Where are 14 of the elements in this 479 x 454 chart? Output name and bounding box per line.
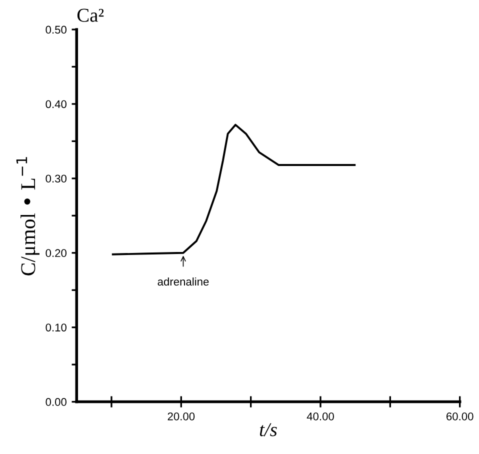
- annotation: adrenaline: [158, 277, 209, 286]
- x-tick-label: 40.00: [306, 412, 334, 420]
- x-axis-title: t/s: [260, 423, 277, 436]
- y-tick-label: 0.30: [46, 174, 66, 183]
- y-tick-label: 0.10: [46, 324, 66, 332]
- y-axis-title: C/μmol • L$^{−1}$: [16, 157, 40, 276]
- y-tick-label: 0.50: [46, 26, 66, 34]
- x-tick-label: 60.00: [446, 412, 474, 420]
- text: Ca²: [77, 8, 104, 22]
- x-tick-label: 20.00: [168, 412, 195, 420]
- y-tick-label: 0.20: [46, 249, 66, 258]
- y-tick-label: 0.00: [46, 398, 66, 406]
- y-tick-label: 0.40: [46, 100, 66, 108]
- line-series: [112, 124, 356, 256]
